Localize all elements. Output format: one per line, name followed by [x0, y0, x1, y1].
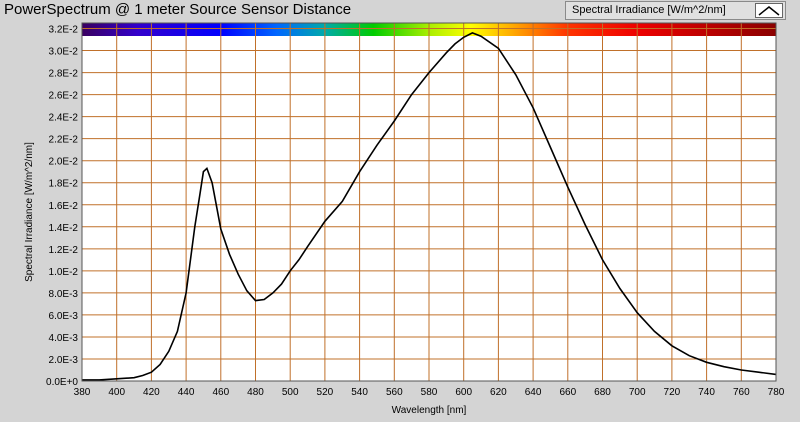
- y-tick-label: 1.0E-2: [49, 267, 79, 278]
- y-tick-label: 3.0E-2: [49, 47, 79, 58]
- x-tick-label: 540: [351, 387, 368, 398]
- y-tick-label: 1.2E-2: [49, 245, 79, 256]
- y-tick-labels: 0.0E+0 2.0E-3 4.0E-3 6.0E-3 8.0E-3 1.0E-2 1.2E…: [46, 25, 78, 388]
- y-tick-label: 4.0E-3: [49, 333, 79, 344]
- x-tick-label: 400: [108, 387, 125, 398]
- legend-label: Spectral Irradiance [W/m^2/nm]: [572, 4, 726, 16]
- y-tick-label: 1.8E-2: [49, 179, 79, 190]
- plot-frame: [81, 22, 777, 382]
- x-tick-label: 640: [525, 387, 542, 398]
- y-axis-title: Spectral Irradiance [W/m^2/nm]: [24, 142, 35, 282]
- window-title: PowerSpectrum @ 1 meter Source Sensor Di…: [4, 1, 352, 18]
- line-sample-icon[interactable]: [755, 3, 783, 18]
- x-axis-title: Wavelength [nm]: [392, 405, 467, 416]
- x-tick-label: 700: [629, 387, 646, 398]
- y-tick-label: 2.2E-2: [49, 135, 79, 146]
- x-tick-label: 600: [455, 387, 472, 398]
- x-tick-label: 580: [421, 387, 438, 398]
- grid-lines: [81, 23, 777, 382]
- x-tick-label: 780: [768, 387, 785, 398]
- x-tick-label: 620: [490, 387, 507, 398]
- y-tick-label: 2.0E-3: [49, 355, 79, 366]
- x-tick-label: 440: [178, 387, 195, 398]
- x-tick-label: 480: [247, 387, 264, 398]
- y-tick-label: 2.8E-2: [49, 69, 79, 80]
- y-tick-label: 0.0E+0: [46, 377, 78, 388]
- x-tick-labels: 380 400 420 440 460 480 500 520 540 560 580 600 620 6…: [74, 387, 785, 398]
- x-tick-label: 760: [733, 387, 750, 398]
- plot-legend[interactable]: Spectral Irradiance [W/m^2/nm]: [565, 1, 786, 20]
- x-tick-label: 460: [212, 387, 229, 398]
- x-tick-label: 680: [594, 387, 611, 398]
- x-tick-label: 720: [664, 387, 681, 398]
- x-tick-label: 420: [143, 387, 160, 398]
- series-line: [82, 32, 777, 381]
- y-tick-label: 1.4E-2: [49, 223, 79, 234]
- y-tick-label: 6.0E-3: [49, 311, 79, 322]
- x-tick-label: 560: [386, 387, 403, 398]
- x-tick-label: 500: [282, 387, 299, 398]
- y-tick-label: 8.0E-3: [49, 289, 79, 300]
- y-tick-label: 2.6E-2: [49, 91, 79, 102]
- x-tick-label: 740: [698, 387, 715, 398]
- y-tick-label: 3.2E-2: [49, 25, 79, 36]
- y-tick-label: 2.0E-2: [49, 157, 79, 168]
- x-tick-label: 380: [74, 387, 91, 398]
- y-tick-label: 1.6E-2: [49, 201, 79, 212]
- y-tick-label: 2.4E-2: [49, 113, 79, 124]
- x-tick-label: 520: [317, 387, 334, 398]
- x-tick-label: 660: [559, 387, 576, 398]
